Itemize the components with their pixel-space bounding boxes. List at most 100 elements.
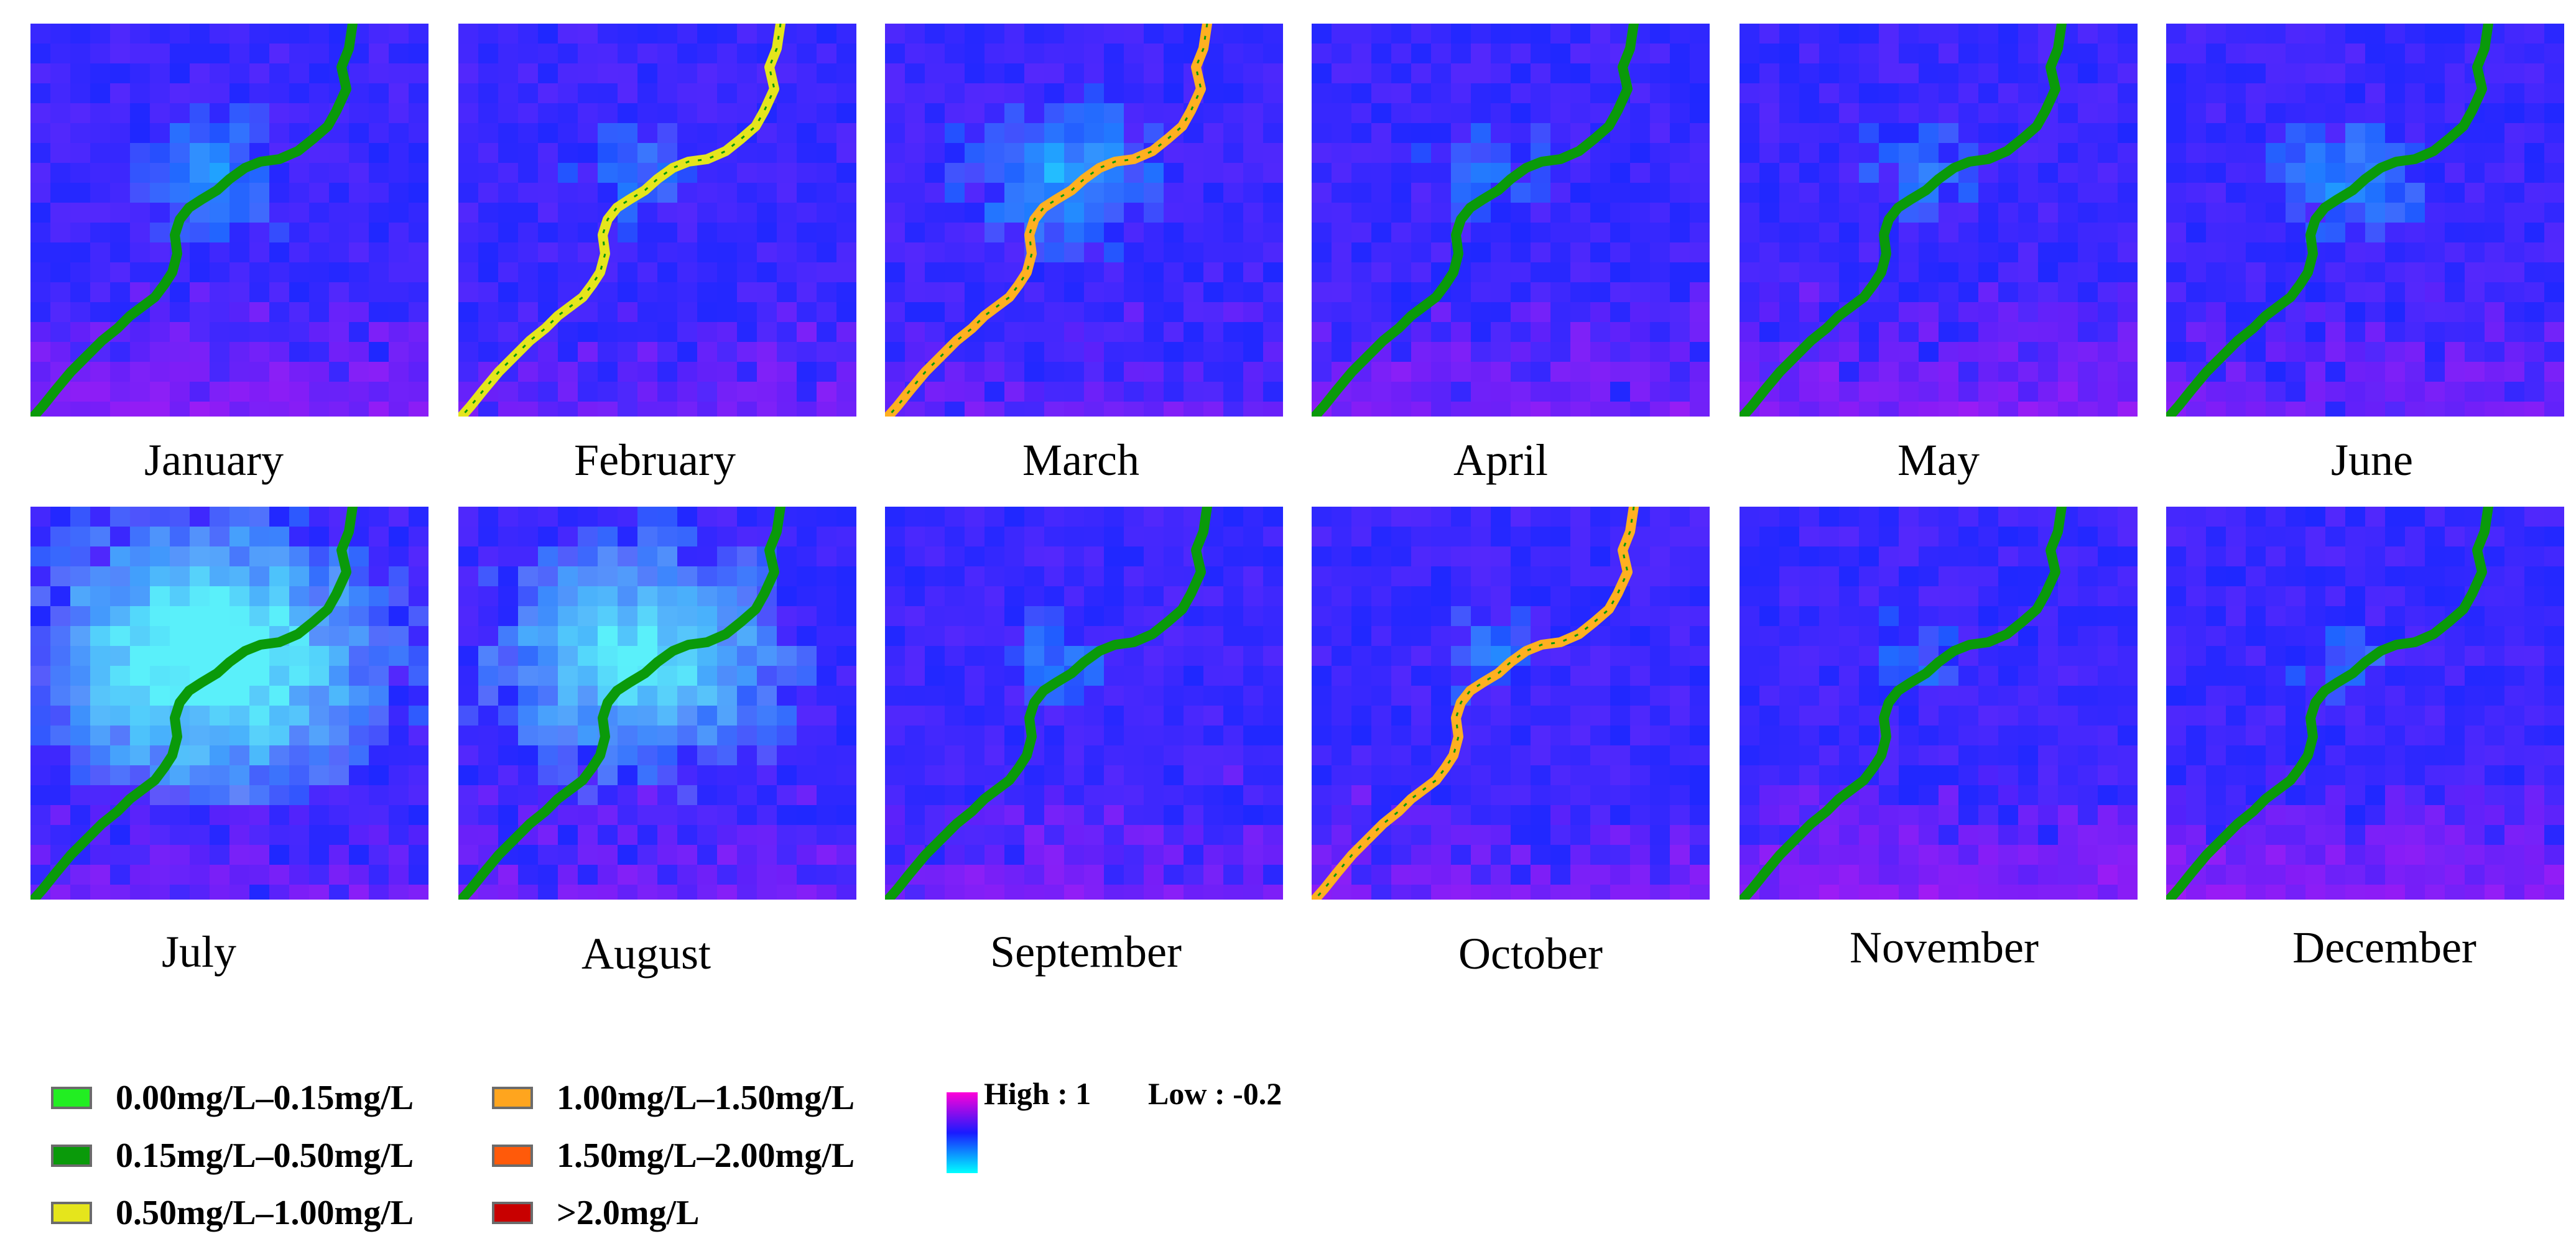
raster-cell — [1164, 666, 1184, 686]
raster-cell — [1879, 342, 1899, 362]
raster-cell — [2445, 63, 2465, 84]
raster-cell — [2038, 342, 2059, 362]
raster-cell — [2078, 586, 2098, 607]
raster-cell — [885, 726, 906, 746]
raster-cell — [1740, 342, 1760, 362]
raster-cell — [1371, 223, 1392, 243]
raster-cell — [1391, 865, 1412, 885]
raster-cell — [598, 123, 618, 144]
raster-cell — [1570, 322, 1591, 343]
raster-cell — [1203, 262, 1224, 283]
raster-cell — [329, 342, 350, 362]
raster-cell — [1312, 262, 1332, 283]
raster-cell — [1511, 885, 1531, 900]
raster-cell — [1839, 745, 1860, 766]
raster-cell — [1084, 666, 1105, 686]
raster-cell — [1144, 382, 1164, 402]
raster-cell — [2058, 745, 2078, 766]
raster-cell — [1650, 103, 1670, 124]
raster-cells — [1312, 507, 1710, 900]
raster-cell — [697, 805, 718, 826]
raster-cell — [2465, 646, 2485, 666]
raster-cell — [797, 223, 817, 243]
raster-cell — [1531, 885, 1551, 900]
raster-cell — [1004, 546, 1025, 567]
raster-cell — [1451, 825, 1471, 845]
raster-cell — [1899, 706, 1919, 726]
raster-cell — [965, 83, 985, 104]
raster-cell — [1899, 507, 1919, 527]
raster-cell — [110, 586, 131, 607]
raster-cell — [1144, 402, 1164, 417]
raster-cell — [1332, 63, 1352, 84]
raster-cell — [50, 143, 71, 164]
raster-cell — [2365, 626, 2386, 647]
raster-cell — [1351, 183, 1372, 203]
raster-cell — [1203, 402, 1224, 417]
raster-cell — [618, 646, 638, 666]
raster-cell — [1391, 825, 1412, 845]
raster-cell — [478, 885, 499, 900]
raster-cell — [2485, 322, 2505, 343]
raster-cell — [2345, 44, 2366, 64]
raster-cell — [2118, 242, 2138, 263]
raster-cell — [478, 626, 499, 647]
raster-cell — [518, 183, 539, 203]
raster-cell — [2524, 885, 2545, 900]
raster-cell — [349, 706, 369, 726]
raster-cell — [1411, 123, 1432, 144]
raster-cell — [1570, 24, 1591, 44]
raster-cell — [1998, 382, 2019, 402]
raster-cell — [2385, 566, 2406, 587]
raster-cell — [1978, 606, 1999, 627]
raster-cell — [836, 546, 856, 567]
raster-cell — [190, 805, 210, 826]
raster-cell — [885, 765, 906, 786]
raster-cell — [2018, 63, 2039, 84]
raster-cell — [1104, 382, 1124, 402]
raster-cell — [1491, 686, 1511, 706]
raster-cell — [1332, 302, 1352, 323]
raster-cell — [2098, 805, 2118, 826]
raster-cell — [2286, 63, 2306, 84]
raster-cell — [1511, 825, 1531, 845]
raster-cell — [2098, 586, 2118, 607]
raster-cell — [1740, 845, 1760, 865]
raster-cell — [190, 527, 210, 547]
raster-cell — [409, 765, 429, 786]
raster-cell — [2018, 546, 2039, 567]
raster-cell — [1144, 745, 1164, 766]
raster-cell — [836, 282, 856, 303]
raster-cell — [757, 183, 777, 203]
raster-cell — [458, 805, 479, 826]
raster-cell — [558, 24, 578, 44]
raster-cell — [1243, 865, 1264, 885]
raster-cell — [369, 706, 389, 726]
raster-cell — [2425, 183, 2445, 203]
raster-cell — [2118, 507, 2138, 527]
raster-cell — [1332, 262, 1352, 283]
raster-cell — [637, 686, 658, 706]
raster-cell — [30, 527, 51, 547]
raster-cell — [110, 726, 131, 746]
raster-cell — [90, 785, 111, 806]
raster-cell — [2118, 765, 2138, 786]
raster-cell — [289, 666, 310, 686]
raster-cell — [518, 606, 539, 627]
raster-cell — [458, 566, 479, 587]
raster-cell — [598, 546, 618, 567]
raster-cell — [578, 606, 598, 627]
raster-cell — [717, 527, 738, 547]
raster-cell — [2098, 566, 2118, 587]
raster-cell — [2405, 507, 2425, 527]
raster-cell — [170, 805, 190, 826]
raster-cell — [2504, 382, 2525, 402]
raster-cell — [2286, 865, 2306, 885]
raster-cell — [1243, 845, 1264, 865]
raster-cell — [2365, 103, 2386, 124]
raster-cell — [1471, 706, 1491, 726]
raster-cell — [1939, 606, 1959, 627]
raster-cell — [578, 223, 598, 243]
raster-cell — [1203, 765, 1224, 786]
raster-cell — [349, 322, 369, 343]
